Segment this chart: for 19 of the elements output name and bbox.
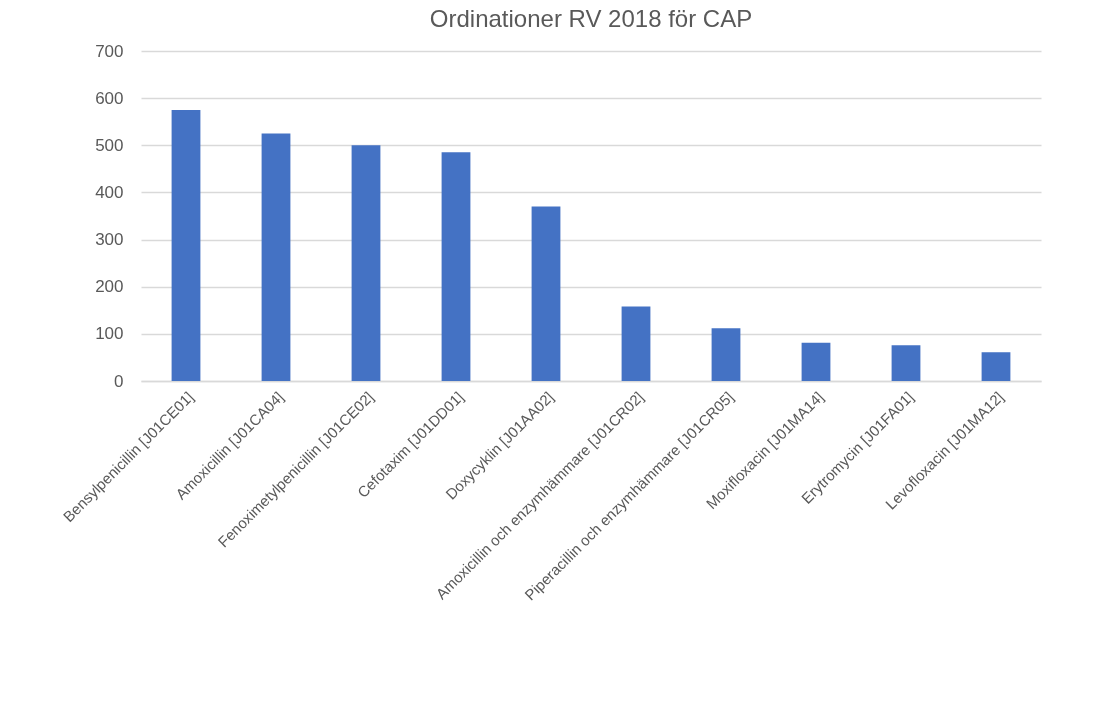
chart-title: Ordinationer RV 2018 för CAP (429, 5, 753, 32)
bar (711, 328, 741, 381)
bar (351, 145, 381, 381)
bar (531, 206, 561, 381)
y-tick-label: 300 (95, 230, 124, 250)
y-tick-label: 400 (95, 182, 124, 202)
y-tick-label: 200 (95, 277, 124, 297)
bar (441, 152, 471, 381)
bar (621, 306, 651, 381)
bar (261, 133, 291, 381)
y-tick-label: 700 (95, 41, 124, 61)
y-tick-label: 600 (95, 88, 124, 108)
bar (891, 345, 921, 381)
y-tick-label: 0 (114, 371, 124, 391)
bar (981, 352, 1011, 381)
bar (171, 109, 201, 381)
y-tick-label: 100 (95, 324, 124, 344)
y-tick-label: 500 (95, 135, 124, 155)
bar (801, 342, 831, 381)
